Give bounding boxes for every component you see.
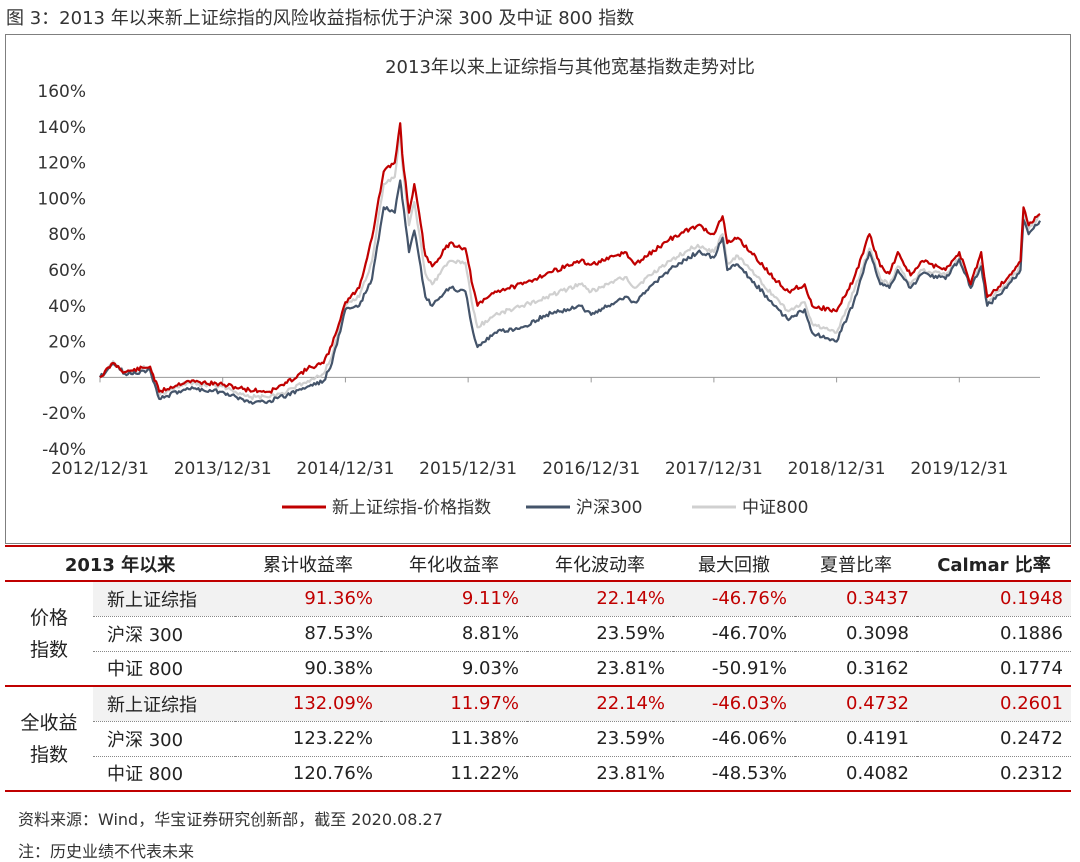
x-tick-label: 2016/12/31 <box>542 459 640 479</box>
chart-frame: 2013年以来上证综指与其他宽基指数走势对比 -40% -20% 0% 20% 40% 60… <box>5 34 1071 544</box>
disclaimer-note: 注：历史业绩不代表未来 <box>18 842 195 861</box>
table-cell: 87.53% <box>235 616 381 652</box>
y-tick-label: 0% <box>59 368 86 388</box>
table-cell: 0.3162 <box>795 651 917 687</box>
table-cell: 9.11% <box>381 581 527 617</box>
y-tick-label: 40% <box>48 297 86 317</box>
x-tick-label: 2017/12/31 <box>665 459 763 479</box>
y-tick-label: 60% <box>48 261 86 281</box>
column-header: 2013 年以来 <box>5 545 235 582</box>
legend-label: 中证800 <box>742 498 808 518</box>
column-header: 累计收益率 <box>235 545 381 582</box>
row-name: 中证 800 <box>93 756 235 792</box>
y-tick-label: 120% <box>37 154 86 174</box>
x-tick-label: 2014/12/31 <box>296 459 394 479</box>
table-cell: 132.09% <box>235 686 381 722</box>
table-cell: 0.4191 <box>795 721 917 757</box>
table-cell: 11.22% <box>381 756 527 792</box>
y-tick-label: 80% <box>48 225 86 245</box>
table-cell: 0.1774 <box>917 651 1071 687</box>
x-tick-label: 2018/12/31 <box>788 459 886 479</box>
table-cell: 9.03% <box>381 651 527 687</box>
row-name: 新上证综指 <box>93 581 235 617</box>
table-cell: 90.38% <box>235 651 381 687</box>
table-cell: 123.22% <box>235 721 381 757</box>
table-cell: 0.2472 <box>917 721 1071 757</box>
table-cell: 0.1948 <box>917 581 1071 617</box>
row-group-label: 全收益 指数 <box>5 686 93 792</box>
table-cell: 11.38% <box>381 721 527 757</box>
y-tick-label: 160% <box>37 82 86 102</box>
column-header: 年化波动率 <box>527 545 673 582</box>
column-header: 最大回撤 <box>673 545 795 582</box>
figure-title: 图 3：2013 年以来新上证综指的风险收益指标优于沪深 300 及中证 800… <box>6 8 635 29</box>
metrics-table-wrap: 2013 年以来 累计收益率 年化收益率 年化波动率 最大回撤 夏普比率 Calmar 比率… <box>5 545 1071 792</box>
table-cell: 0.2312 <box>917 756 1071 792</box>
table-row: 全收益 指数 新上证综指 132.09% 11.97% 22.14% -46.03% 0.47… <box>5 686 1071 792</box>
row-name: 沪深 300 <box>93 616 235 652</box>
column-header: 夏普比率 <box>795 545 917 582</box>
table-cell: 91.36% <box>235 581 381 617</box>
table-row: 中证 800 120.76% 11.22% 23.81% -48.53% 0.4082 0.… <box>5 756 1071 792</box>
line-chart: 2013年以来上证综指与其他宽基指数走势对比 -40% -20% 0% 20% 40% 60… <box>37 57 1041 518</box>
column-header: Calmar 比率 <box>917 545 1071 582</box>
metrics-table: 2013 年以来 累计收益率 年化收益率 年化波动率 最大回撤 夏普比率 Calmar 比率… <box>5 545 1071 792</box>
x-tick-label: 2019/12/31 <box>910 459 1008 479</box>
table-cell: 23.81% <box>527 756 673 792</box>
table-cell: 11.97% <box>381 686 527 722</box>
row-name: 沪深 300 <box>93 721 235 757</box>
table-cell: 22.14% <box>527 686 673 722</box>
row-name: 新上证综指 <box>93 686 235 722</box>
series-line <box>99 129 1041 401</box>
y-tick-label: -40% <box>42 440 86 460</box>
x-tick-label: 2015/12/31 <box>419 459 517 479</box>
table-cell: 0.3437 <box>795 581 917 617</box>
table-cell: -46.70% <box>673 616 795 652</box>
table-cell: 23.59% <box>527 616 673 652</box>
y-tick-label: 140% <box>37 118 86 138</box>
table-row: 沪深 300 87.53% 8.81% 23.59% -46.70% 0.3098 0.18… <box>5 616 1071 652</box>
table-cell: -46.76% <box>673 581 795 617</box>
table-cell: -50.91% <box>673 651 795 687</box>
y-tick-label: -20% <box>42 404 86 424</box>
legend-label: 沪深300 <box>576 498 642 518</box>
y-tick-label: 20% <box>48 333 86 353</box>
table-cell: 0.2601 <box>917 686 1071 722</box>
x-tick-label: 2013/12/31 <box>174 459 272 479</box>
table-cell: -46.03% <box>673 686 795 722</box>
table-row: 沪深 300 123.22% 11.38% 23.59% -46.06% 0.4191 0.… <box>5 721 1071 757</box>
table-cell: -48.53% <box>673 756 795 792</box>
row-group-label: 价格 指数 <box>5 581 93 687</box>
chart-title: 2013年以来上证综指与其他宽基指数走势对比 <box>385 57 755 78</box>
legend-label: 新上证综指-价格指数 <box>332 498 491 518</box>
table-cell: 22.14% <box>527 581 673 617</box>
table-cell: 23.59% <box>527 721 673 757</box>
x-tick-label: 2012/12/31 <box>51 459 149 479</box>
table-row: 价格 指数 新上证综指 91.36% 9.11% 22.14% -46.76% 0.3437 0… <box>5 581 1071 687</box>
table-cell: 0.4732 <box>795 686 917 722</box>
series-line <box>99 122 1041 394</box>
y-tick-label: 100% <box>37 189 86 209</box>
table-cell: -46.06% <box>673 721 795 757</box>
table-cell: 23.81% <box>527 651 673 687</box>
table-cell: 120.76% <box>235 756 381 792</box>
table-cell: 8.81% <box>381 616 527 652</box>
table-row: 中证 800 90.38% 9.03% 23.81% -50.91% 0.3162 0.17… <box>5 651 1071 687</box>
table-cell: 0.1886 <box>917 616 1071 652</box>
row-name: 中证 800 <box>93 651 235 687</box>
series-line <box>99 179 1041 405</box>
table-cell: 0.3098 <box>795 616 917 652</box>
table-cell: 0.4082 <box>795 756 917 792</box>
source-note: 资料来源：Wind，华宝证券研究创新部，截至 2020.08.27 <box>18 810 443 829</box>
column-header: 年化收益率 <box>381 545 527 582</box>
